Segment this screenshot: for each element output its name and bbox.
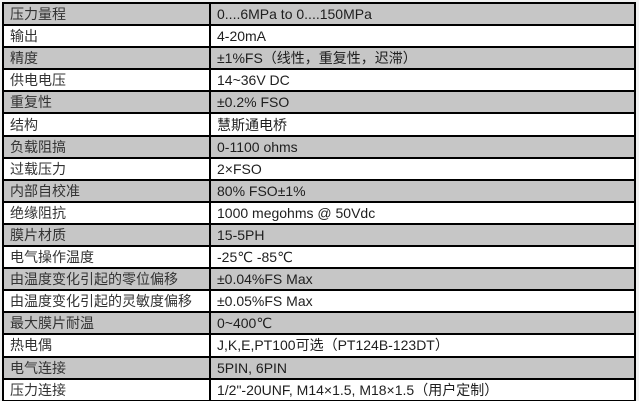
spec-value-cell: ±0.2% FSO [209, 90, 636, 115]
table-row: 内部自校准 80% FSO±1% [2, 178, 636, 203]
spec-label-cell: 由温度变化引起的零位偏移 [2, 267, 211, 292]
spec-label-cell: 最大膜片耐温 [2, 311, 211, 336]
spec-value-cell: 15-5PH [209, 222, 636, 248]
spec-label-cell: 压力连接 [2, 377, 211, 401]
spec-value-cell: J,K,E,PT100可选（PT124B-123DT） [209, 333, 636, 358]
spec-value-cell: ±1%FS（线性，重复性，迟滞） [209, 46, 636, 71]
table-row: 结构 慧斯通电桥 [2, 112, 636, 137]
spec-value-cell: 0....6MPa to 0....150MPa [209, 1, 636, 27]
table-row: 电气连接 5PIN, 6PIN [2, 355, 636, 380]
spec-label-cell: 负载阻搞 [2, 134, 211, 159]
table-row: 由温度变化引起的灵敏度偏移 ±0.05%FS Max [2, 289, 636, 314]
table-row: 压力量程 0....6MPa to 0....150MPa [2, 1, 636, 27]
spec-value-cell: 2×FSO [209, 156, 636, 181]
spec-label-cell: 供电电压 [2, 68, 211, 93]
table-row: 膜片材质 15-5PH [2, 222, 636, 248]
spec-value-cell: 14~36V DC [209, 68, 636, 93]
table-row: 热电偶 J,K,E,PT100可选（PT124B-123DT） [2, 333, 636, 358]
spec-label-cell: 重复性 [2, 90, 211, 115]
spec-label-cell: 电气操作温度 [2, 245, 211, 270]
spec-label-cell: 精度 [2, 46, 211, 71]
spec-value-cell: 1/2"-20UNF, M14×1.5, M18×1.5（用户定制） [209, 377, 636, 401]
spec-value-cell: 0~400℃ [209, 311, 636, 336]
table-row: 精度 ±1%FS（线性，重复性，迟滞） [2, 46, 636, 71]
spec-label-cell: 电气连接 [2, 355, 211, 380]
spec-value-cell: 5PIN, 6PIN [209, 355, 636, 380]
spec-value-cell: -25℃ -85℃ [209, 245, 636, 270]
table-row: 重复性 ±0.2% FSO [2, 90, 636, 115]
spec-label-cell: 输出 [2, 24, 211, 49]
table-row: 输出 4-20mA [2, 24, 636, 49]
spec-label-cell: 压力量程 [2, 1, 211, 27]
spec-label-cell: 膜片材质 [2, 222, 211, 248]
table-row: 由温度变化引起的零位偏移 ±0.04%FS Max [2, 267, 636, 292]
spec-value-cell: ±0.04%FS Max [209, 267, 636, 292]
spec-value-cell: 80% FSO±1% [209, 178, 636, 203]
table-row: 供电电压 14~36V DC [2, 68, 636, 93]
table-row: 过载压力 2×FSO [2, 156, 636, 181]
table-row: 绝缘阻抗 1000 megohms @ 50Vdc [2, 200, 636, 225]
table-row: 压力连接 1/2"-20UNF, M14×1.5, M18×1.5（用户定制） [2, 377, 636, 401]
spec-value-cell: ±0.05%FS Max [209, 289, 636, 314]
table-row: 电气操作温度 -25℃ -85℃ [2, 245, 636, 270]
spec-label-cell: 结构 [2, 112, 211, 137]
spec-label-cell: 热电偶 [2, 333, 211, 358]
spec-value-cell: 1000 megohms @ 50Vdc [209, 200, 636, 225]
table-row: 最大膜片耐温 0~400℃ [2, 311, 636, 336]
spec-value-cell: 0-1100 ohms [209, 134, 636, 159]
spec-label-cell: 内部自校准 [2, 178, 211, 203]
spec-label-cell: 由温度变化引起的灵敏度偏移 [2, 289, 211, 314]
spec-value-cell: 4-20mA [209, 24, 636, 49]
spec-label-cell: 过载压力 [2, 156, 211, 181]
spec-value-cell: 慧斯通电桥 [209, 112, 636, 137]
spec-label-cell: 绝缘阻抗 [2, 200, 211, 225]
table-row: 负载阻搞 0-1100 ohms [2, 134, 636, 159]
